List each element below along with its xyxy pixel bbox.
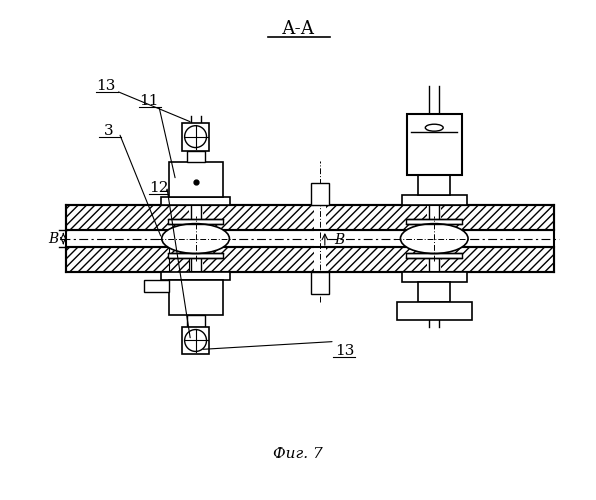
Text: 13: 13 [97,79,116,93]
Bar [427,204,441,274]
Bar [187,314,204,326]
Bar [182,326,210,354]
Bar [408,114,462,176]
Bar [144,280,169,292]
Text: Фиг. 7: Фиг. 7 [273,447,323,461]
Bar [66,205,554,230]
Bar [418,176,450,196]
Text: 12: 12 [149,182,169,196]
Ellipse shape [401,224,468,254]
Bar [169,162,224,198]
Bar [398,302,472,320]
Bar [187,150,204,162]
Bar [169,280,224,314]
Circle shape [185,126,206,148]
Text: B: B [48,232,58,245]
Bar [191,218,200,258]
Bar [167,218,224,224]
Bar [311,272,329,294]
Ellipse shape [426,124,443,131]
Bar [402,196,467,205]
Bar [311,184,329,205]
Text: B: B [334,233,345,247]
Bar [182,122,210,150]
Bar [314,204,326,274]
Bar [167,254,224,258]
Circle shape [185,330,206,351]
Bar [402,272,467,282]
Ellipse shape [162,224,229,254]
Bar [161,198,231,205]
Bar [169,247,188,272]
Bar [188,204,203,274]
Bar [418,282,450,302]
Text: 11: 11 [139,94,159,108]
Text: А-А: А-А [281,20,315,38]
Bar [429,218,439,258]
Bar [66,247,554,272]
Bar [406,218,462,224]
Bar [161,272,231,280]
Bar [406,254,462,258]
Text: 13: 13 [335,344,355,358]
Text: 3: 3 [104,124,114,138]
